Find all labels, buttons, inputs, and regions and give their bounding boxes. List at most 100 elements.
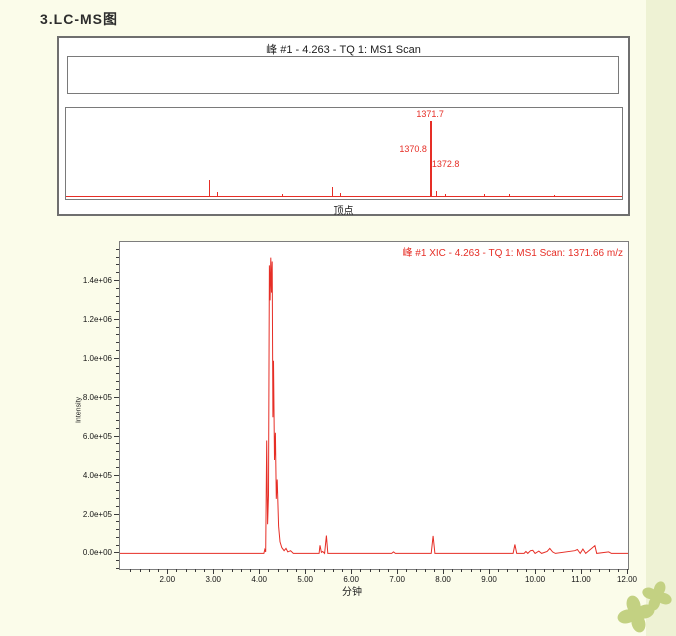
x-tick-label: 9.00 bbox=[481, 575, 497, 584]
x-minor-tick bbox=[295, 569, 297, 572]
y-minor-tick bbox=[116, 443, 119, 445]
x-minor-tick bbox=[314, 569, 316, 572]
x-minor-tick bbox=[498, 569, 500, 572]
y-tick-label: 2.0e+05 bbox=[82, 509, 112, 519]
x-minor-tick bbox=[277, 569, 279, 572]
ms-peak bbox=[217, 191, 219, 196]
y-tick-label: 1.4e+06 bbox=[82, 275, 112, 285]
x-tick-label: 2.00 bbox=[159, 575, 176, 584]
x-minor-tick bbox=[544, 569, 546, 572]
y-minor-tick bbox=[116, 326, 119, 328]
x-tick-label: 4.00 bbox=[251, 575, 267, 584]
y-minor-tick bbox=[116, 295, 119, 297]
y-minor-tick bbox=[116, 381, 119, 383]
ms-xaxis-title: 顶点 bbox=[333, 206, 354, 217]
y-minor-tick bbox=[116, 334, 119, 336]
x-minor-tick bbox=[599, 569, 601, 572]
ms-peak bbox=[554, 194, 556, 196]
xic-trace bbox=[120, 257, 628, 555]
x-tick-label: 7.00 bbox=[389, 575, 405, 584]
y-minor-tick bbox=[116, 451, 119, 453]
x-minor-tick bbox=[185, 569, 187, 572]
x-tick bbox=[259, 569, 261, 574]
x-minor-tick bbox=[148, 569, 150, 572]
page-edge-strip bbox=[646, 0, 676, 636]
ms-scan-panel: 峰 #1 - 4.263 - TQ 1: MS1 Scan 1371.7 1370… bbox=[57, 36, 630, 217]
y-minor-tick bbox=[116, 311, 119, 313]
ms-empty-box bbox=[67, 56, 619, 94]
y-minor-tick bbox=[116, 248, 119, 250]
ms-peak bbox=[445, 193, 447, 196]
x-minor-tick bbox=[608, 569, 610, 572]
x-minor-tick bbox=[406, 569, 408, 572]
x-minor-tick bbox=[433, 569, 435, 572]
y-minor-tick bbox=[116, 303, 119, 305]
x-tick bbox=[305, 569, 307, 574]
y-tick bbox=[114, 435, 119, 437]
x-minor-tick bbox=[204, 569, 206, 572]
y-minor-tick bbox=[116, 490, 119, 492]
y-tick bbox=[114, 279, 119, 281]
y-tick bbox=[114, 474, 119, 476]
x-minor-tick bbox=[387, 569, 389, 572]
x-minor-tick bbox=[286, 569, 288, 572]
x-tick bbox=[535, 569, 537, 574]
x-minor-tick bbox=[507, 569, 509, 572]
ms-peak bbox=[281, 194, 283, 196]
x-minor-tick bbox=[360, 569, 362, 572]
y-minor-tick bbox=[116, 272, 119, 274]
x-tick bbox=[397, 569, 399, 574]
x-minor-tick bbox=[341, 569, 343, 572]
y-minor-tick bbox=[116, 560, 119, 562]
x-minor-tick bbox=[130, 569, 132, 572]
y-minor-tick bbox=[116, 536, 119, 538]
x-tick bbox=[489, 569, 491, 574]
x-minor-tick bbox=[415, 569, 417, 572]
x-tick bbox=[627, 569, 628, 574]
x-minor-tick bbox=[590, 569, 592, 572]
y-tick bbox=[114, 396, 119, 398]
x-minor-tick bbox=[553, 569, 555, 572]
clover-icon bbox=[642, 581, 672, 611]
ms-panel-header: 峰 #1 - 4.263 - TQ 1: MS1 Scan bbox=[266, 44, 421, 56]
ms-peak-label: 1371.7 bbox=[416, 108, 444, 119]
y-tick-label: 8.0e+05 bbox=[82, 392, 112, 402]
y-minor-tick bbox=[116, 482, 119, 484]
x-minor-tick bbox=[194, 569, 196, 572]
y-minor-tick bbox=[116, 365, 119, 367]
ms-baseline bbox=[66, 196, 622, 197]
y-minor-tick bbox=[116, 287, 119, 289]
x-tick-label: 11.00 bbox=[571, 575, 591, 584]
x-tick-label: 5.00 bbox=[297, 575, 313, 584]
x-minor-tick bbox=[323, 569, 325, 572]
x-minor-tick bbox=[222, 569, 224, 572]
x-minor-tick bbox=[516, 569, 518, 572]
x-minor-tick bbox=[231, 569, 233, 572]
x-tick bbox=[581, 569, 583, 574]
page-title: 3.LC-MS图 bbox=[40, 11, 118, 27]
y-minor-tick bbox=[116, 388, 119, 390]
x-tick-label: 6.00 bbox=[343, 575, 359, 584]
y-tick-label: 1.0e+06 bbox=[82, 353, 112, 363]
x-minor-tick bbox=[268, 569, 270, 572]
x-minor-tick bbox=[562, 569, 564, 572]
x-minor-tick bbox=[461, 569, 463, 572]
ms-peak bbox=[509, 194, 511, 196]
xic-plot-area: 峰 #1 XIC - 4.263 - TQ 1: MS1 Scan: 1371.… bbox=[119, 241, 629, 570]
y-tick-label: 1.2e+06 bbox=[82, 314, 112, 324]
y-minor-tick bbox=[116, 427, 119, 429]
y-axis-title: Intensity bbox=[75, 396, 83, 424]
y-minor-tick bbox=[116, 505, 119, 507]
xic-title: 峰 #1 XIC - 4.263 - TQ 1: MS1 Scan: 1371.… bbox=[402, 248, 623, 259]
x-minor-tick bbox=[158, 569, 160, 572]
y-minor-tick bbox=[116, 529, 119, 531]
ms-peak-label: 1370.8 bbox=[399, 144, 427, 155]
ms-peak bbox=[331, 187, 333, 196]
ms-peak bbox=[208, 180, 210, 196]
y-minor-tick bbox=[116, 521, 119, 523]
ms-spectrum-plot: 1371.7 1370.8 1372.8 bbox=[65, 107, 623, 200]
x-minor-tick bbox=[250, 569, 252, 572]
x-minor-tick bbox=[479, 569, 481, 572]
y-tick bbox=[114, 552, 119, 554]
y-minor-tick bbox=[116, 350, 119, 351]
